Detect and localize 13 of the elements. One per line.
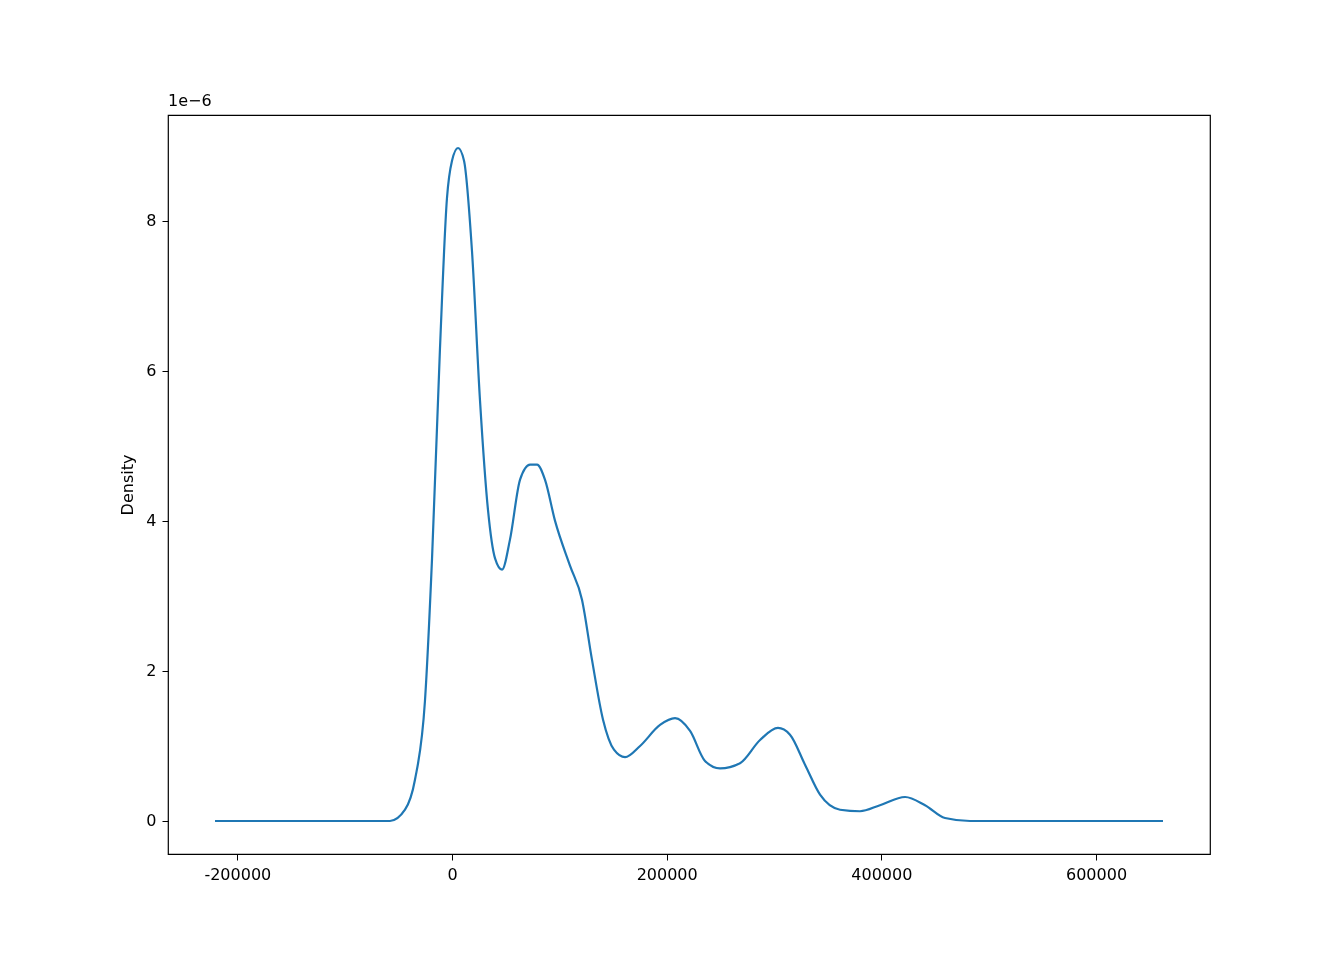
y-tick-label: 8 — [146, 211, 157, 231]
text: 1e−6 — [168, 91, 212, 110]
x-tick-label: 0 — [447, 864, 458, 884]
x-tick-label: -200000 — [204, 864, 272, 884]
y-tick-label: 0 — [146, 811, 157, 831]
x-tick-label: 200000 — [636, 864, 698, 884]
x-tick-label: 600000 — [1065, 864, 1128, 884]
line-series — [213, 146, 1165, 823]
x-tick-label: 400000 — [851, 864, 913, 884]
y-axis-title: Density — [118, 454, 138, 516]
y-tick-label: 4 — [146, 511, 157, 531]
y-tick-label: 6 — [146, 361, 157, 381]
y-tick-label: 2 — [146, 661, 157, 681]
